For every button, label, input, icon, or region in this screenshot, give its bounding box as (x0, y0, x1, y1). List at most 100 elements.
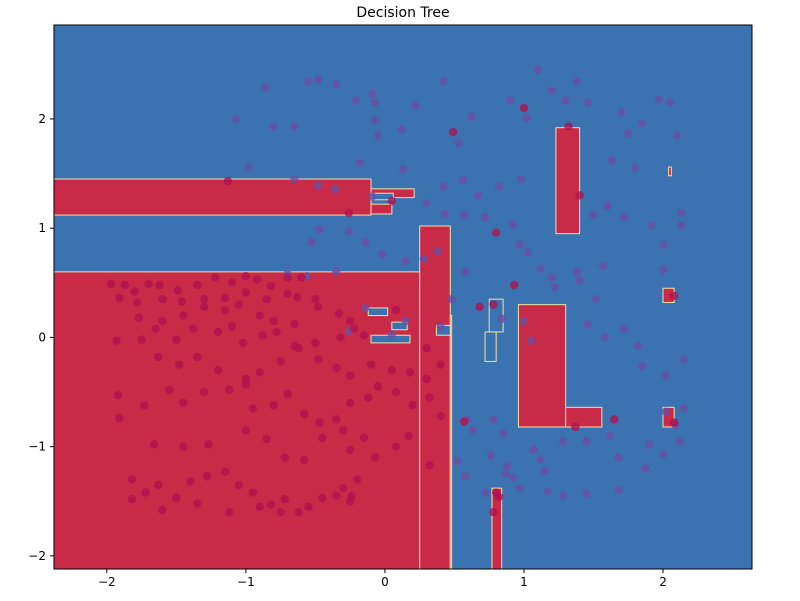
point-class-0 (439, 77, 448, 87)
point-class-1 (134, 313, 144, 322)
point-class-1 (199, 294, 209, 304)
point-class-1 (269, 400, 278, 410)
point-class-1 (669, 418, 679, 427)
point-class-1 (179, 398, 188, 408)
point-class-0 (411, 101, 420, 111)
y-tick-label: −1 (28, 440, 46, 454)
point-class-1 (293, 292, 302, 302)
point-class-1 (272, 327, 281, 337)
point-class-0 (489, 415, 498, 424)
point-class-0 (368, 89, 377, 99)
point-class-0 (332, 79, 341, 89)
point-class-1 (405, 368, 415, 377)
point-class-0 (486, 451, 495, 460)
point-class-1 (155, 280, 164, 290)
point-class-1 (280, 494, 290, 504)
point-class-1 (220, 467, 230, 476)
point-class-1 (234, 300, 244, 309)
point-class-0 (261, 83, 270, 92)
point-class-1 (313, 302, 323, 312)
point-class-0 (304, 77, 313, 87)
point-class-1 (262, 434, 271, 444)
point-class-1 (334, 309, 344, 318)
region-class-1 (419, 225, 451, 569)
point-class-1 (436, 360, 445, 369)
point-class-0 (644, 440, 654, 449)
point-class-1 (575, 191, 584, 200)
y-axis: −2 −1 0 1 2 (28, 112, 54, 563)
point-class-1 (248, 488, 258, 497)
point-class-0 (522, 113, 531, 123)
point-class-0 (313, 181, 323, 190)
y-tick-label: 0 (38, 330, 46, 344)
point-class-0 (419, 254, 429, 263)
point-class-0 (661, 371, 670, 380)
point-class-0 (447, 294, 456, 304)
point-class-1 (332, 415, 341, 424)
point-class-0 (558, 436, 568, 446)
point-class-1 (174, 360, 184, 369)
point-class-1 (252, 275, 262, 284)
point-class-1 (223, 177, 233, 186)
point-class-0 (468, 426, 477, 435)
point-class-0 (614, 453, 623, 462)
point-class-1 (213, 365, 223, 375)
point-class-0 (607, 156, 616, 165)
point-class-0 (458, 175, 467, 185)
point-class-0 (503, 462, 512, 471)
point-class-1 (345, 316, 355, 326)
point-class-1 (113, 391, 123, 400)
point-class-1 (151, 324, 160, 333)
point-class-1 (179, 311, 188, 320)
point-class-1 (255, 311, 264, 320)
point-class-0 (401, 316, 410, 326)
point-class-0 (583, 320, 593, 329)
point-class-1 (332, 363, 341, 373)
point-class-0 (550, 282, 559, 292)
point-class-1 (391, 387, 401, 397)
region-class-1 (555, 127, 581, 235)
region-class-1 (54, 178, 372, 216)
x-tick-label: −1 (237, 575, 255, 589)
point-class-1 (489, 300, 498, 309)
point-class-0 (523, 248, 533, 257)
point-class-1 (345, 445, 355, 455)
point-class-0 (624, 128, 633, 138)
point-class-1 (359, 433, 369, 443)
point-class-1 (186, 477, 195, 486)
region-class-1 (370, 203, 393, 215)
point-class-0 (536, 264, 545, 273)
point-class-0 (355, 158, 365, 167)
point-class-1 (318, 493, 327, 503)
point-class-1 (238, 338, 248, 348)
point-class-0 (605, 431, 615, 440)
point-class-0 (466, 112, 476, 121)
point-class-0 (480, 213, 490, 222)
point-class-1 (336, 333, 345, 342)
point-class-0 (313, 75, 323, 84)
point-class-0 (454, 138, 463, 148)
point-class-1 (241, 288, 251, 297)
point-class-1 (387, 196, 397, 206)
point-class-0 (459, 210, 469, 220)
point-class-1 (115, 293, 124, 303)
point-class-1 (294, 344, 303, 353)
point-class-0 (351, 96, 360, 105)
point-class-1 (304, 502, 313, 511)
point-class-0 (619, 213, 629, 222)
point-class-0 (572, 77, 582, 87)
point-class-1 (283, 289, 292, 298)
point-class-1 (130, 287, 139, 296)
point-class-1 (248, 404, 258, 413)
point-class-1 (373, 382, 383, 391)
point-class-0 (658, 240, 668, 249)
point-class-0 (572, 267, 582, 277)
point-class-0 (397, 125, 406, 135)
point-class-1 (269, 316, 278, 326)
x-tick-label: 1 (520, 575, 528, 589)
point-class-0 (599, 262, 608, 271)
point-class-1 (280, 453, 290, 462)
point-class-1 (224, 507, 234, 517)
point-class-1 (669, 291, 679, 301)
point-class-1 (494, 492, 504, 502)
